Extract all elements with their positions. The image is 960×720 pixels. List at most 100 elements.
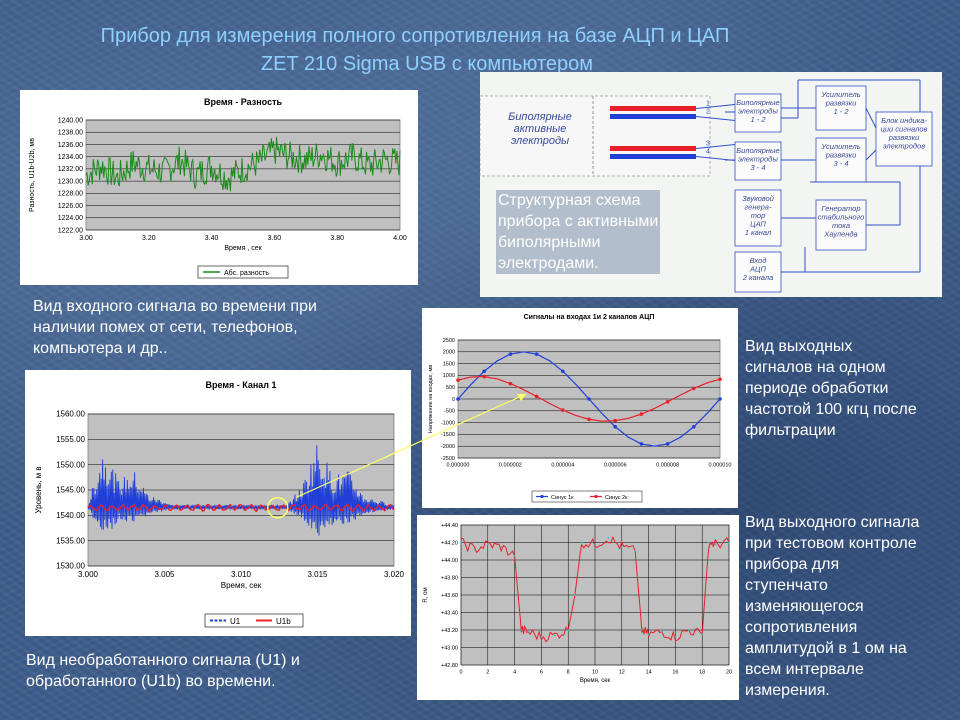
caption-output-line: сигналов на одном	[745, 359, 886, 376]
legend-label: U1	[230, 617, 241, 626]
chart-difference-panel: Время - Разность 1222.00 1224.00 1226.00 122…	[20, 90, 418, 285]
block-electrodes-12	[734, 93, 782, 133]
data-point	[456, 378, 460, 382]
data-point	[508, 381, 513, 386]
structure-diagram-svg: Биполярные активные электроды1234Биполярны…	[479, 79, 933, 293]
caption-step-line: Вид выходного сигнала	[745, 514, 920, 531]
block-generator-text-line: стабильного	[818, 213, 865, 222]
chart-channel1-panel: Время - Канал 1 1530.00 1535.00 1540.00 1545…	[25, 370, 411, 636]
block-electrodes-12-text-line: Биполярные	[736, 98, 779, 107]
y-tick-label: +43.00	[441, 645, 458, 651]
data-point	[692, 424, 696, 429]
x-axis-label: Время , сек	[224, 245, 262, 252]
block-electrodes-12-text: Биполярные электроды 1 - 2	[736, 98, 779, 124]
electrode-bar	[610, 106, 696, 111]
caption-step-line: амплитудой в 1 ом на	[745, 640, 907, 657]
x-tick-label: 3.80	[330, 235, 344, 242]
x-tick-label: 2	[486, 670, 489, 676]
caption-diagram-line: Структурная схема	[498, 192, 641, 209]
chart-channel1: Время - Канал 1 1530.00 1535.00 1540.00 1545…	[34, 380, 405, 628]
caption-output-line: фильтрации	[745, 422, 836, 439]
y-tick-label: +44.20	[441, 540, 458, 546]
block-amp-12-text-line: 1 - 2	[833, 107, 849, 116]
x-tick-label: 8	[567, 670, 570, 676]
electrodes-label-line: Биполярные	[508, 111, 572, 123]
y-tick-label: 1535.00	[56, 536, 85, 545]
x-tick-label: 3.40	[205, 235, 219, 242]
data-point	[500, 545, 503, 548]
caption-output-line: частотой 100 кгц после	[745, 401, 917, 418]
y-tick-label: 1540.00	[56, 511, 85, 520]
x-tick-label: 20	[726, 670, 732, 676]
legend-label: U1b	[276, 617, 291, 626]
block-display	[875, 111, 933, 167]
block-generator-text-line: Хауленда	[823, 230, 857, 239]
electrodes-label-line: активные	[514, 123, 567, 135]
x-tick-label: 0.000002	[499, 463, 522, 469]
caption-output-line: Вид выходных	[745, 338, 853, 355]
data-point	[482, 374, 486, 379]
data-point	[513, 554, 516, 557]
data-point	[687, 629, 690, 631]
wire	[695, 104, 736, 109]
y-axis-label: Уровень, м в	[34, 466, 43, 513]
y-tick-label: +42.80	[441, 663, 458, 669]
legend-box	[197, 265, 289, 279]
data-point	[553, 634, 556, 637]
x-tick-label: 3.60	[268, 235, 282, 242]
y-tick-label: +44.00	[441, 558, 458, 564]
highlight-circle	[266, 496, 289, 519]
y-tick-label: 2500	[443, 338, 455, 344]
y-tick-label: +43.20	[441, 628, 458, 634]
data-point	[460, 541, 462, 544]
data-point	[641, 629, 643, 631]
x-axis-label: Время, сек	[221, 581, 262, 590]
y-axis-label: Напряжение на входах, мв	[428, 365, 434, 433]
x-tick-label: 12	[619, 670, 625, 676]
slide-title-line1: Прибор для измерения полного сопротивлен…	[100, 25, 730, 47]
data-point	[661, 630, 663, 633]
structure-diagram: Биполярные активные электроды 1 2 3 4 Биполярны…	[479, 72, 942, 297]
x-tick-label: 4	[513, 670, 516, 676]
x-tick-label: 6	[540, 670, 543, 676]
data-point	[580, 541, 583, 544]
y-tick-label: 1230.00	[58, 178, 83, 185]
block-display-text-line: ции сигналов	[881, 125, 928, 134]
block-electrodes-34-text-line: Биполярные	[736, 146, 779, 155]
block-electrodes-34-text: Биполярные электроды 3 - 4	[736, 146, 779, 172]
chart-step-panel: +42.80 +43.00 +43.20 +43.40 +43.60 +43.80 +44.…	[417, 515, 739, 700]
y-tick-label: 1240.00	[58, 117, 83, 124]
electrodes-label-line: электроды	[511, 135, 569, 147]
y-tick-label: 0	[452, 397, 455, 403]
block-adc-text-line: Вход	[750, 256, 767, 265]
electrode-bar	[610, 114, 696, 119]
data-point	[674, 636, 677, 638]
y-tick-label: 1226.00	[58, 203, 83, 210]
y-tick-label: 2000	[443, 350, 455, 356]
connector	[865, 107, 877, 129]
legend: Синус 1к Синус 2к	[531, 490, 643, 503]
block-amp-34-text-line: развязки	[825, 151, 857, 160]
block-dac-text-line: Звуковой	[742, 194, 775, 203]
y-tick-label: 1530.00	[56, 562, 85, 571]
data-point	[594, 543, 596, 546]
data-point	[540, 636, 543, 638]
caption-step-line: изменяющегося	[745, 598, 864, 615]
y-tick-label: +43.60	[441, 593, 458, 599]
x-tick-label: 3.000	[78, 570, 99, 579]
block-generator-text-line: тока	[832, 221, 850, 230]
data-point	[708, 541, 710, 544]
data-point	[456, 397, 460, 401]
block-amp-12-text-line: развязки	[825, 99, 857, 108]
data-point	[534, 352, 539, 356]
data-point	[701, 633, 704, 636]
x-tick-label: 0.000006	[604, 463, 627, 469]
y-tick-label: -1500	[441, 432, 455, 438]
data-point	[718, 377, 722, 381]
block-electrodes-34	[734, 141, 782, 181]
legend: Абс. разность	[197, 265, 289, 279]
data-point	[482, 369, 486, 374]
block-electrodes-12-text-line: 1 - 2	[750, 115, 766, 124]
x-tick-label: 14	[646, 670, 652, 676]
block-dac-text-line: генера-	[745, 203, 772, 212]
